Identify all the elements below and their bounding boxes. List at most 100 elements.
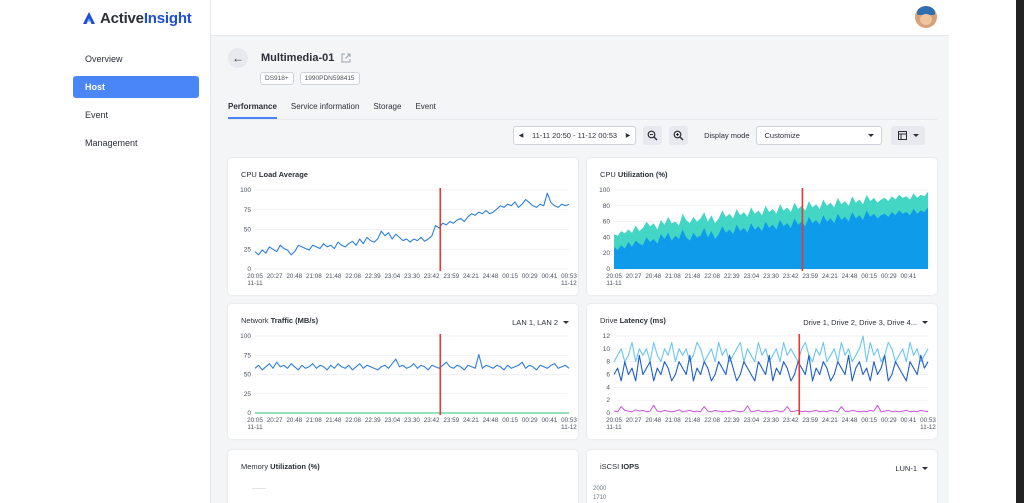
- arrow-left-icon: ←: [232, 51, 244, 65]
- layout-button[interactable]: [890, 125, 925, 145]
- x-tick-label: 24:48: [483, 273, 499, 280]
- display-mode-label: Display mode: [704, 130, 750, 140]
- chevron-down-icon: [912, 133, 919, 137]
- y-tick-label: 50: [244, 227, 252, 234]
- x-tick-label: 22:08: [704, 417, 720, 424]
- x-tick-label: 22:08: [704, 273, 720, 280]
- layout-icon: [897, 130, 907, 140]
- caret-left-icon[interactable]: ◀: [518, 132, 524, 139]
- x-tick-label: 00:15: [861, 417, 877, 424]
- x-tick-label: 21:48: [326, 273, 342, 280]
- x-tick-label: 22:08: [345, 417, 361, 424]
- zoom-out-icon: [647, 130, 658, 140]
- chevron-down-icon: [922, 467, 928, 470]
- x-tick-label: 22:39: [365, 417, 381, 424]
- x-tick-label: 20:48: [286, 273, 302, 280]
- y-tick-label: 8: [606, 359, 610, 366]
- caret-right-icon[interactable]: ▶: [625, 132, 631, 139]
- card-title: CPU Utilization (%): [600, 170, 668, 179]
- y-tick-label: 50: [244, 372, 252, 379]
- x-tick-label: 23:59: [443, 273, 459, 280]
- x-tick-label: 21:08: [306, 417, 322, 424]
- sidebar-item-management[interactable]: Management: [85, 138, 138, 148]
- y-tick-label: 2: [606, 397, 610, 404]
- lan-select[interactable]: LAN 1, LAN 2: [512, 318, 569, 327]
- x-tick-label: 20:48: [645, 273, 661, 280]
- y-tick-label: 0: [247, 410, 251, 417]
- x-date-label: 11-12: [920, 424, 936, 431]
- sidebar-item-host[interactable]: Host: [73, 76, 199, 98]
- x-tick-label: 23:59: [802, 417, 818, 424]
- chevron-down-icon: [867, 133, 874, 137]
- avatar-face-shape: [920, 14, 932, 25]
- avatar-hat-shape: [917, 6, 935, 15]
- x-tick-label: 23:42: [783, 273, 799, 280]
- y-tick-label: 0: [247, 266, 251, 273]
- x-tick-label: 21:08: [665, 417, 681, 424]
- external-link-icon[interactable]: [341, 53, 351, 63]
- series-line: [254, 192, 570, 256]
- tab-event[interactable]: Event: [415, 102, 436, 111]
- card-title: CPU Load Average: [241, 170, 308, 179]
- avatar[interactable]: [915, 6, 937, 28]
- drive-latency-chart[interactable]: 0 2 4 6 8 10 12 20:05 20:27 20:48 21:08 21:48 22:08 2…: [587, 304, 937, 439]
- x-tick-label: 23:04: [384, 417, 400, 424]
- y-tick-label: 20: [603, 250, 611, 257]
- x-tick-label: 24:48: [842, 273, 858, 280]
- x-date-label: 11-11: [606, 280, 622, 287]
- y-tick-label: 10: [603, 346, 611, 353]
- x-tick-label: 24:21: [822, 273, 838, 280]
- series-line: [613, 335, 929, 363]
- x-tick-label: 20:05: [606, 417, 622, 424]
- drive-select[interactable]: Drive 1, Drive 2, Drive 3, Drive 4...: [803, 318, 928, 327]
- y-tick-label: 25: [244, 246, 252, 253]
- top-bar: [211, 0, 949, 36]
- x-tick-label: 22:39: [724, 417, 740, 424]
- x-date-label: 11-12: [561, 280, 577, 287]
- x-tick-label: 20:48: [286, 417, 302, 424]
- x-tick-label: 20:27: [626, 273, 642, 280]
- zoom-in-button[interactable]: [669, 125, 689, 145]
- logo[interactable]: ActiveInsight: [82, 8, 192, 28]
- y-tick-label: 25: [244, 391, 252, 398]
- x-tick-label: 00:15: [502, 273, 518, 280]
- host-badges: DS918+ 1990PDN598415: [260, 72, 360, 85]
- cpu-load-chart[interactable]: 0 25 50 75 100 20:05 20:27 20:48 21:08 21:48 22:08…: [228, 158, 578, 295]
- x-tick-label: 23:04: [743, 273, 759, 280]
- x-tick-label: 00:29: [881, 417, 897, 424]
- time-range-picker[interactable]: ◀ 11-11 20:50 - 11-12 00:53 ▶: [513, 125, 637, 145]
- lun-select[interactable]: LUN-1: [895, 464, 928, 473]
- x-tick-label: 21:08: [306, 273, 322, 280]
- x-tick-label: 24:21: [463, 417, 479, 424]
- series-line: [613, 354, 929, 382]
- memory-utilization-card: Memory Utilization (%): [228, 450, 578, 503]
- sidebar-item-event[interactable]: Event: [85, 110, 109, 120]
- series-area: [614, 207, 928, 269]
- y-tick-label: 80: [603, 203, 611, 210]
- toolbar: ◀ 11-11 20:50 - 11-12 00:53 ▶ Display mo…: [513, 124, 925, 146]
- right-gutter: [949, 0, 1024, 503]
- tab-storage[interactable]: Storage: [373, 102, 402, 111]
- cpu-load-card: CPU Load Average 0 25 50 75 100 20:05 20:27 20:…: [228, 158, 578, 295]
- chevron-down-icon: [922, 321, 928, 324]
- tab-divider: [228, 119, 937, 120]
- back-button[interactable]: ←: [228, 48, 248, 68]
- network-traffic-chart[interactable]: 0 25 50 75 100 20:05 20:27 20:48 21:08 21:48 22:08…: [228, 304, 578, 439]
- x-tick-label: 21:48: [326, 417, 342, 424]
- time-range-text[interactable]: 11-11 20:50 - 11-12 00:53: [532, 130, 618, 140]
- sidebar-item-overview[interactable]: Overview: [85, 54, 123, 64]
- card-title: Memory Utilization (%): [241, 462, 320, 471]
- tab-service-information[interactable]: Service information: [290, 102, 360, 111]
- y-tick-label: 0: [606, 410, 610, 417]
- display-mode-select[interactable]: Customize: [755, 125, 882, 145]
- x-tick-label: 24:21: [822, 417, 838, 424]
- x-tick-label: 23:42: [424, 417, 440, 424]
- iscsi-ytick-label: 2000: [593, 486, 607, 492]
- main-content: ← Multimedia-01 DS918+ 1990PDN598415 Per…: [211, 36, 949, 503]
- x-tick-label: 00:29: [881, 273, 897, 280]
- zoom-out-button[interactable]: [643, 125, 663, 145]
- tab-performance[interactable]: Performance: [228, 102, 277, 119]
- x-tick-label: 23:30: [404, 417, 420, 424]
- chevron-down-icon: [563, 321, 569, 324]
